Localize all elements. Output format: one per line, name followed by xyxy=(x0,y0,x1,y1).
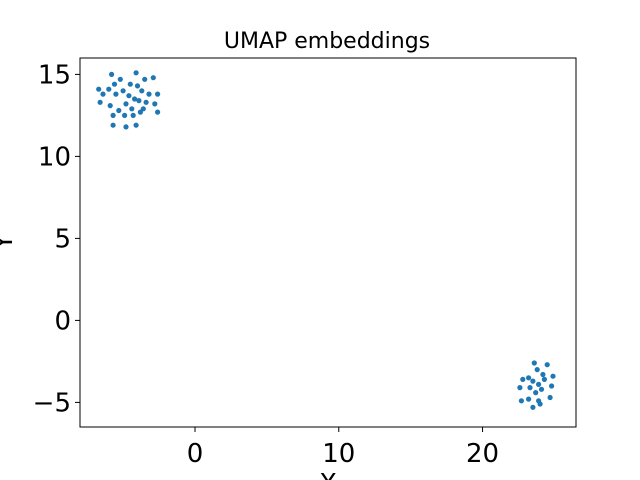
data-point xyxy=(518,398,525,404)
y-tick-label: 0 xyxy=(54,306,71,336)
data-point xyxy=(537,401,543,407)
data-point xyxy=(150,75,156,81)
plot-frame xyxy=(79,57,577,428)
data-point xyxy=(530,404,536,410)
data-point xyxy=(533,390,539,396)
data-point xyxy=(107,103,113,109)
x-tick-label: 10 xyxy=(322,439,355,469)
data-point xyxy=(520,376,526,382)
data-point xyxy=(530,378,536,384)
data-point xyxy=(544,362,550,368)
data-point xyxy=(133,122,139,128)
y-axis-ticks: 15 10 5 0 −5 xyxy=(33,60,80,418)
data-point xyxy=(96,86,102,92)
data-point xyxy=(109,71,115,77)
data-point xyxy=(137,109,143,115)
data-point xyxy=(120,88,126,94)
x-tick-label: 20 xyxy=(466,439,499,469)
data-point xyxy=(127,81,133,87)
data-point xyxy=(122,112,128,118)
data-point xyxy=(129,106,135,112)
data-point xyxy=(526,396,532,402)
data-point xyxy=(126,93,132,99)
data-point xyxy=(110,122,116,128)
data-point xyxy=(549,383,555,389)
y-tick-label: −5 xyxy=(33,388,71,418)
y-axis-label: Y xyxy=(0,234,19,251)
data-point xyxy=(111,81,118,87)
x-axis-label: X xyxy=(319,469,337,480)
data-point xyxy=(117,76,123,82)
data-point xyxy=(110,112,116,118)
data-point xyxy=(152,101,158,107)
x-axis-ticks: 0 10 20 xyxy=(187,427,499,469)
data-point xyxy=(106,86,112,92)
data-point xyxy=(130,112,136,118)
data-point xyxy=(132,96,138,102)
data-point xyxy=(142,76,148,82)
data-point xyxy=(155,109,161,115)
data-point xyxy=(541,376,548,382)
data-point xyxy=(97,99,103,105)
data-point xyxy=(534,367,540,373)
data-point xyxy=(146,91,152,97)
data-point xyxy=(536,381,542,387)
data-point xyxy=(123,124,129,130)
data-point xyxy=(116,107,122,114)
data-point xyxy=(155,91,161,97)
data-point xyxy=(136,98,142,104)
data-point xyxy=(143,99,149,105)
data-point xyxy=(527,385,533,391)
chart-title: UMAP embeddings xyxy=(224,29,430,54)
data-points xyxy=(96,70,556,410)
data-point xyxy=(100,91,106,97)
data-point xyxy=(531,360,537,366)
data-point xyxy=(133,70,139,76)
x-tick-label: 0 xyxy=(187,439,204,469)
data-point xyxy=(540,371,546,378)
data-point xyxy=(113,91,119,97)
data-point xyxy=(517,385,523,391)
data-point xyxy=(550,373,556,379)
data-point xyxy=(134,83,141,89)
data-point xyxy=(123,101,129,107)
data-point xyxy=(547,394,553,401)
y-tick-label: 10 xyxy=(38,142,71,172)
y-tick-label: 5 xyxy=(54,224,71,254)
y-tick-label: 15 xyxy=(38,60,71,90)
data-point xyxy=(526,375,532,381)
data-point xyxy=(139,88,145,94)
data-point xyxy=(538,386,545,392)
